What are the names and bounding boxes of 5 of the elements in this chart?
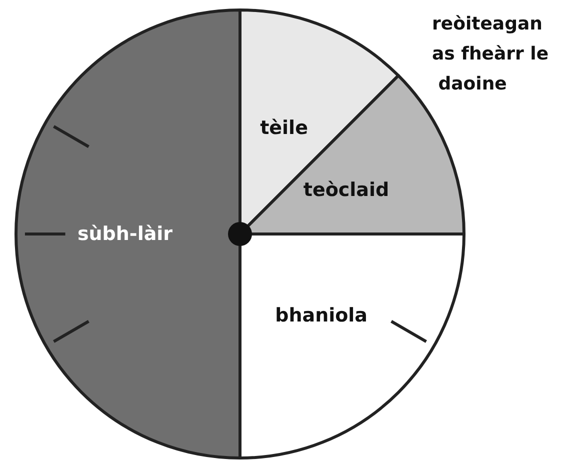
slice-label: bhaniola — [275, 304, 368, 326]
slice-label: tèile — [260, 116, 308, 139]
legend-label: sùbh-làir — [77, 223, 174, 245]
slice-label: teòclaid — [303, 178, 390, 201]
text: reòiteagan as fheàrr le daoine — [432, 14, 549, 94]
